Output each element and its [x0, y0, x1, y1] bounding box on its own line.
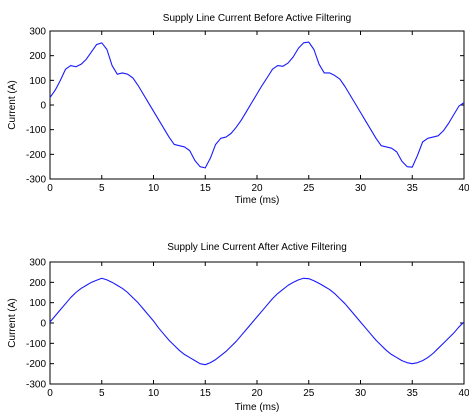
x-tick-label-before: 25: [303, 183, 315, 194]
x-tick-label-after: 35: [407, 388, 419, 399]
y-tick-label-after: 200: [29, 278, 46, 289]
y-tick-label-after: -100: [26, 339, 46, 350]
y-tick-label-before: -100: [26, 125, 46, 136]
y-tick-label-before: 0: [40, 101, 46, 112]
x-tick-label-after: 5: [99, 388, 105, 399]
x-ticks-after: 0 5 10 15 20 25 30 35 40: [47, 262, 469, 399]
y-tick-label-after: -200: [26, 359, 46, 370]
y-ticks-after: 300 200 100 0 -100 -200 -300: [26, 258, 464, 391]
x-tick-label-before: 0: [47, 183, 53, 194]
x-axis-label-before: Time (ms): [235, 195, 280, 206]
y-tick-label-before: 100: [29, 76, 46, 87]
y-tick-label-before: 200: [29, 51, 46, 62]
x-tick-label-after: 30: [355, 388, 367, 399]
y-axis-label-before: Current (A): [7, 80, 18, 129]
series-before: [49, 41, 465, 169]
x-tick-label-after: 0: [47, 388, 53, 399]
plot-area-after: [49, 261, 465, 385]
chart-after-filtering: Supply Line Current After Active Filteri…: [7, 242, 469, 413]
x-tick-label-before: 5: [99, 183, 105, 194]
series-after: [49, 277, 465, 366]
x-tick-label-before: 15: [200, 183, 212, 194]
x-ticks-before: 0 5 10 15 20 25 30 35 40: [47, 31, 469, 194]
x-tick-label-before: 10: [148, 183, 160, 194]
y-tick-label-before: -200: [26, 150, 46, 161]
y-tick-label-before: 300: [29, 27, 46, 38]
x-tick-label-after: 40: [458, 388, 469, 399]
chart-title-before: Supply Line Current Before Active Filter…: [163, 13, 351, 24]
x-tick-label-before: 30: [355, 183, 367, 194]
x-tick-label-after: 25: [303, 388, 315, 399]
plot-area-before: [49, 30, 465, 180]
y-tick-label-after: 300: [29, 258, 46, 269]
x-tick-label-before: 20: [251, 183, 263, 194]
chart-before-filtering: Supply Line Current Before Active Filter…: [7, 13, 469, 206]
y-tick-label-after: 100: [29, 298, 46, 309]
current-waveform-before: [49, 41, 465, 169]
x-tick-label-before: 40: [458, 183, 469, 194]
y-tick-label-after: 0: [40, 319, 46, 330]
x-tick-label-after: 20: [251, 388, 263, 399]
current-waveform-after: [49, 277, 465, 366]
x-tick-label-before: 35: [407, 183, 419, 194]
y-axis-label-after: Current (A): [7, 298, 18, 347]
x-tick-label-after: 10: [148, 388, 160, 399]
x-axis-label-after: Time (ms): [235, 402, 280, 413]
x-tick-label-after: 15: [200, 388, 212, 399]
y-tick-label-after: -300: [26, 380, 46, 391]
y-ticks-before: 300 200 100 0 -100 -200 -300: [26, 27, 464, 186]
chart-title-after: Supply Line Current After Active Filteri…: [167, 242, 347, 253]
y-tick-label-before: -300: [26, 175, 46, 186]
